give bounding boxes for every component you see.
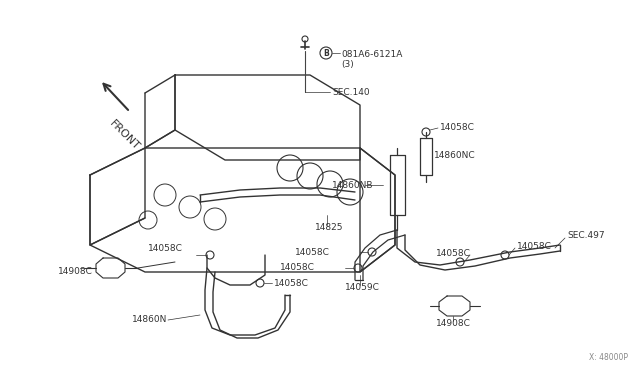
Text: SEC.497: SEC.497 [567,231,605,240]
Text: 14058C: 14058C [274,279,309,289]
Text: 14058C: 14058C [440,122,475,131]
Text: 14860NC: 14860NC [434,151,476,160]
Text: X: 48000P: X: 48000P [589,353,628,362]
Text: 081A6-6121A
(3): 081A6-6121A (3) [341,50,403,70]
Text: 14908C: 14908C [436,318,470,327]
Text: 14058C: 14058C [436,248,471,257]
Text: 14058C: 14058C [517,241,552,250]
Text: 14908C: 14908C [58,266,93,276]
Text: FRONT: FRONT [108,118,142,152]
Text: B: B [323,48,329,58]
Text: 14825: 14825 [315,222,344,231]
Text: 14860NB: 14860NB [332,180,374,189]
Text: 14058C: 14058C [295,247,330,257]
Text: 14058C: 14058C [280,263,315,273]
Text: 14058C: 14058C [148,244,183,253]
Text: SEC.140: SEC.140 [332,87,370,96]
Text: 14059C: 14059C [345,283,380,292]
Text: 14860N: 14860N [132,315,167,324]
